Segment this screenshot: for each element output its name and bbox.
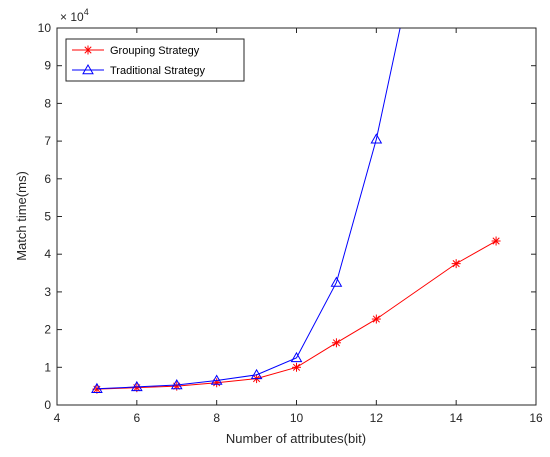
x-tick-label: 10 [290,411,304,425]
series-1-point [330,276,343,287]
plot-area [57,28,536,405]
y-tick-label: 1 [44,360,51,374]
y-tick-label: 6 [44,172,51,186]
series-1-point [170,379,183,390]
y-tick-label: 8 [44,96,51,110]
x-tick-label: 16 [529,411,543,425]
series-1-point [250,368,263,380]
series-1-point [91,382,103,394]
series-0-point [371,314,381,324]
series-1-point [290,351,303,363]
series-1-point [130,380,143,392]
series-0-point [292,362,301,372]
legend-box [65,38,245,82]
x-tick-label: 12 [370,411,384,425]
x-tick-label: 14 [449,411,463,425]
x-tick-label: 6 [133,411,140,425]
series-0-point [491,236,501,246]
legend: Grouping Strategy Traditional Strategy [65,38,245,82]
y-tick-label: 9 [44,59,51,73]
legend-label-1: Traditional Strategy [110,65,205,77]
series-1-point [370,133,383,144]
y-tick-label: 10 [38,21,52,35]
x-tick-label: 4 [54,411,61,425]
x-tick-label: 8 [213,411,220,425]
y-tick-label: 3 [44,285,51,299]
y-tick-label: 2 [44,323,51,337]
y-axis-label: Match time(ms) [14,171,29,261]
y-tick-label: 0 [44,398,51,412]
series-0-point [451,259,461,269]
y-exponent-label: × 104 [60,7,89,24]
x-axis-label: Number of attributes(bit) [226,431,366,446]
y-tick-label: 7 [44,134,51,148]
legend-marker-1 [82,63,94,75]
series-line-1 [96,28,401,390]
legend-marker-0 [83,45,93,55]
series-1-point [210,374,223,385]
y-tick-label: 4 [44,247,51,261]
data-layer [91,28,501,394]
series-line-0 [96,240,497,390]
legend-label-0: Grouping Strategy [110,45,200,57]
y-tick-label: 5 [44,210,51,224]
series-0-point [331,338,341,348]
